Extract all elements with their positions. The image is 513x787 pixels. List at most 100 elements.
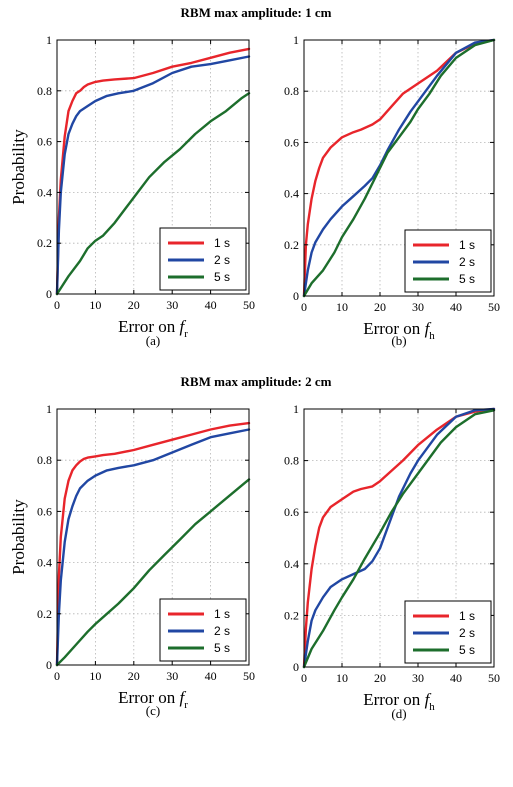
legend-label: 2 s xyxy=(214,624,230,638)
series-line-1s xyxy=(302,407,496,669)
x-axis-label: Error on fh xyxy=(363,319,435,342)
x-tick-label: 30 xyxy=(412,300,424,314)
series-line-1s xyxy=(55,47,251,296)
x-axis-label-text: Error on xyxy=(118,317,179,336)
series-line-2s xyxy=(302,38,496,298)
x-tick-label: 10 xyxy=(89,298,101,312)
panel-label: (a) xyxy=(146,333,160,348)
x-tick-label: 30 xyxy=(166,669,178,683)
y-axis-label: Probability xyxy=(9,129,28,205)
y-tick-label: 0 xyxy=(46,287,52,301)
y-tick-label: 0.6 xyxy=(284,135,299,149)
x-axis-label-text: Error on xyxy=(118,688,179,707)
axes-frame xyxy=(56,39,250,295)
series-line-2s xyxy=(55,55,251,296)
x-tick-label: 20 xyxy=(128,298,140,312)
legend: 1 s 2 s 5 s xyxy=(159,598,247,662)
axes-frame xyxy=(56,408,250,666)
x-axis-label-subscript: r xyxy=(184,328,188,340)
legend-label: 2 s xyxy=(214,253,230,267)
y-tick-label: 0.4 xyxy=(37,185,52,199)
y-tick-label: 1 xyxy=(46,33,52,47)
y-tick-label: 0.4 xyxy=(37,556,52,570)
legend-label: 2 s xyxy=(459,255,475,269)
section-title-1: RBM max amplitude: 1 cm xyxy=(181,5,332,20)
x-tick-label: 20 xyxy=(374,671,386,685)
legend-label: 5 s xyxy=(214,270,230,284)
x-tick-label: 40 xyxy=(205,669,217,683)
x-axis-label-subscript: h xyxy=(429,330,435,342)
y-tick-label: 0.8 xyxy=(37,84,52,98)
legend-label: 5 s xyxy=(459,272,475,286)
x-tick-label: 30 xyxy=(166,298,178,312)
series-line-1s xyxy=(55,421,251,667)
series-line-5s xyxy=(55,92,251,296)
panel-label: (c) xyxy=(146,703,160,718)
x-tick-label: 30 xyxy=(412,671,424,685)
series-line-1s xyxy=(302,38,496,298)
series-line-5s xyxy=(55,478,251,667)
legend-label: 5 s xyxy=(214,641,230,655)
y-tick-label: 0.8 xyxy=(284,454,299,468)
x-tick-label: 10 xyxy=(336,300,348,314)
series-line-5s xyxy=(302,38,496,298)
x-axis-label: Error on fr xyxy=(118,317,188,340)
y-tick-label: 0.2 xyxy=(37,236,52,250)
chart-panel-3: 0 10 20 30 40 50 0 0.2 0.4 0.6 0.8 1 Error on fr Prob… xyxy=(9,402,255,718)
series-line-2s xyxy=(55,428,251,667)
x-tick-label: 50 xyxy=(243,669,255,683)
y-tick-label: 0.6 xyxy=(37,135,52,149)
y-axis-label: Probability xyxy=(9,499,28,575)
x-axis-label-variable: f xyxy=(425,319,432,338)
series-line-5s xyxy=(302,409,496,669)
x-tick-label: 50 xyxy=(243,298,255,312)
y-tick-label: 0 xyxy=(293,289,299,303)
x-tick-label: 40 xyxy=(205,298,217,312)
legend-label: 1 s xyxy=(459,609,475,623)
series-line-2s xyxy=(302,407,496,669)
legend-label: 1 s xyxy=(214,607,230,621)
x-tick-label: 0 xyxy=(301,300,307,314)
y-tick-label: 1 xyxy=(293,402,299,416)
y-tick-label: 0.4 xyxy=(284,557,299,571)
y-tick-label: 0.2 xyxy=(284,238,299,252)
y-tick-label: 0.2 xyxy=(37,607,52,621)
y-tick-label: 0.2 xyxy=(284,608,299,622)
x-axis-label-subscript: h xyxy=(429,701,435,713)
x-axis-label-variable: f xyxy=(179,317,186,336)
x-axis-label-variable: f xyxy=(425,690,432,709)
x-tick-label: 40 xyxy=(450,671,462,685)
chart-panel-1: 0 10 20 30 40 50 0 0.2 0.4 0.6 0.8 1 Error on fr Prob… xyxy=(9,33,255,348)
x-tick-label: 0 xyxy=(54,669,60,683)
x-tick-label: 40 xyxy=(450,300,462,314)
y-tick-label: 0.6 xyxy=(284,505,299,519)
x-tick-label: 10 xyxy=(89,669,101,683)
x-tick-label: 0 xyxy=(301,671,307,685)
y-tick-label: 1 xyxy=(46,402,52,416)
x-tick-label: 10 xyxy=(336,671,348,685)
x-tick-label: 50 xyxy=(488,300,500,314)
y-tick-label: 0.8 xyxy=(37,453,52,467)
legend: 1 s 2 s 5 s xyxy=(404,600,492,664)
y-tick-label: 0.4 xyxy=(284,187,299,201)
legend-label: 1 s xyxy=(214,236,230,250)
y-tick-label: 1 xyxy=(293,33,299,47)
legend: 1 s 2 s 5 s xyxy=(159,227,247,291)
x-tick-label: 0 xyxy=(54,298,60,312)
panel-label: (b) xyxy=(391,333,406,348)
legend-label: 2 s xyxy=(459,626,475,640)
y-tick-label: 0.8 xyxy=(284,84,299,98)
panel-label: (d) xyxy=(391,706,406,721)
axes-frame xyxy=(303,39,495,297)
x-tick-label: 20 xyxy=(128,669,140,683)
legend-label: 1 s xyxy=(459,238,475,252)
x-tick-label: 20 xyxy=(374,300,386,314)
x-axis-label-text: Error on xyxy=(363,319,424,338)
legend-label: 5 s xyxy=(459,643,475,657)
x-axis-label: Error on fh xyxy=(363,690,435,713)
y-tick-label: 0 xyxy=(293,660,299,674)
section-title-2: RBM max amplitude: 2 cm xyxy=(181,374,332,389)
x-axis-label-variable: f xyxy=(179,688,186,707)
